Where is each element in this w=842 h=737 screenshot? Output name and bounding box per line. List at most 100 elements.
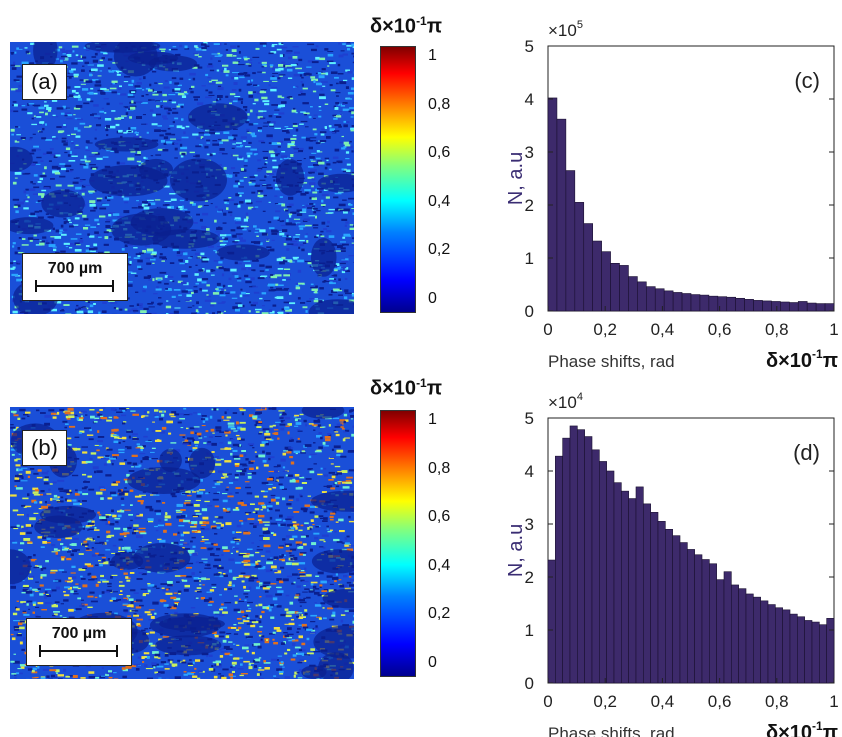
scale-bar-tick-right-a [112,280,114,292]
colorbar-title-bottom: δ×10-1π [370,376,443,400]
histogram-bar [782,609,791,684]
colorbar-tick-label: 0 [428,290,437,307]
histogram-bar [663,290,674,312]
y-tick-label: 4 [525,90,534,109]
histogram-bar [745,593,754,684]
histogram-bar [744,299,754,312]
x-tick-label: 0,6 [708,692,732,711]
histogram-bar [797,616,805,684]
x-tick-label: 0 [543,320,552,339]
colorbar-tick-label: 0,4 [428,556,451,574]
scale-bar-a: 700 µm [22,253,128,301]
histogram-bar [672,535,681,684]
histogram-bar [555,455,563,684]
y-tick-label: 0 [525,302,534,321]
histogram-bar [753,300,763,312]
x-tick-label: 0,2 [593,320,617,339]
colorbar-title-top: δ×10-1π [370,14,443,38]
y-tick-label: 2 [525,196,534,215]
histogram-bar [708,295,719,312]
y-tick-label: 1 [525,249,534,268]
x-tick-label: 0,4 [651,320,675,339]
x-axis-label: Phase shifts, rad [548,352,675,371]
y-axis-label: N, a.u [505,524,527,577]
histogram-bar [635,486,644,684]
y-multiplier: ×104 [548,391,583,412]
colorbar-tick-label: 0,2 [428,241,451,259]
histogram-bar [628,276,638,312]
histogram-bar [753,596,761,684]
x-axis-label: Phase shifts, rad [548,724,675,737]
scale-bar-tick-left-a [35,280,37,292]
histogram-bar [687,549,695,684]
histogram-bar [556,118,567,312]
histogram-bar [690,294,701,312]
histogram-bar [672,292,683,312]
panel-label: (c) [794,68,820,93]
y-tick-label: 5 [525,37,534,56]
colorbar-tick-label: 1 [428,411,437,428]
histogram-bar [716,579,725,684]
histogram-bar [811,621,820,684]
histogram-bar [819,624,827,684]
histogram-bar [775,607,783,684]
histogram-bar [565,170,576,312]
colorbar-tick-label: 0,6 [428,508,451,526]
histogram-bar [789,613,798,684]
colorbar-tick-label: 0,8 [428,459,451,477]
y-axis-label: N, a.u [505,152,527,205]
histogram-bar [726,296,736,312]
x-tick-label: 0,8 [765,320,789,339]
histogram-bar [643,503,651,684]
histogram-bar [621,490,629,684]
histogram-bar [681,293,692,312]
histogram-bar [806,302,817,312]
colorbar-bottom [380,410,416,677]
x-tick-label: 1 [829,692,838,711]
scale-bar-line-b [39,650,117,652]
scale-bar-label-a: 700 µm [47,260,103,277]
x-tick-label: 1 [829,320,838,339]
x-tick-label: 0,8 [765,692,789,711]
scale-bar-line-a [35,285,113,287]
x-tick-label: 0,4 [651,692,675,711]
histogram-bar [679,542,688,684]
histogram-bar [723,571,732,684]
y-tick-label: 4 [525,462,534,481]
histogram-bar [731,584,739,684]
x-axis-unit-label: δ×10-1π [766,719,838,737]
histogram-bar [613,482,622,684]
histogram-bar [709,563,717,684]
histogram-bar [826,618,835,684]
histogram-bar [637,281,647,312]
x-axis-unit-label: δ×10-1π [766,347,838,372]
colorbar-tick-label: 0 [428,654,437,671]
panel-label-a: (a) [22,64,67,100]
scale-bar-tick-left-b [39,645,41,657]
histogram-bar [592,240,602,312]
histogram-bar [606,470,615,684]
histogram-bar [646,286,656,312]
x-tick-label: 0 [543,692,552,711]
histogram-c: 0 1 2 3 4 5 0 0,2 0,4 0,6 0,8 1 ×105 (c) N, a.u Phase s… [505,19,839,372]
histogram-bar [789,302,799,312]
histogram-bar [577,429,585,684]
histogram-bar [760,600,769,684]
colorbar-tick-label: 0,6 [428,144,451,162]
y-tick-label: 1 [525,621,534,640]
histogram-bar [694,554,703,684]
histogram-bar [699,294,710,312]
y-tick-label: 2 [525,568,534,587]
histogram-bar [771,301,781,312]
histogram-bar [815,303,826,312]
histogram-bar [628,498,637,684]
histogram-bar [650,512,659,684]
scale-bar-b: 700 µm [26,618,132,666]
histogram-bar [735,297,745,312]
histogram-bar [562,437,571,684]
y-tick-label: 3 [525,515,534,534]
histogram-bar [610,262,620,312]
histogram-bar [583,223,593,312]
histogram-bar [738,588,747,684]
histogram-bar [797,301,808,312]
